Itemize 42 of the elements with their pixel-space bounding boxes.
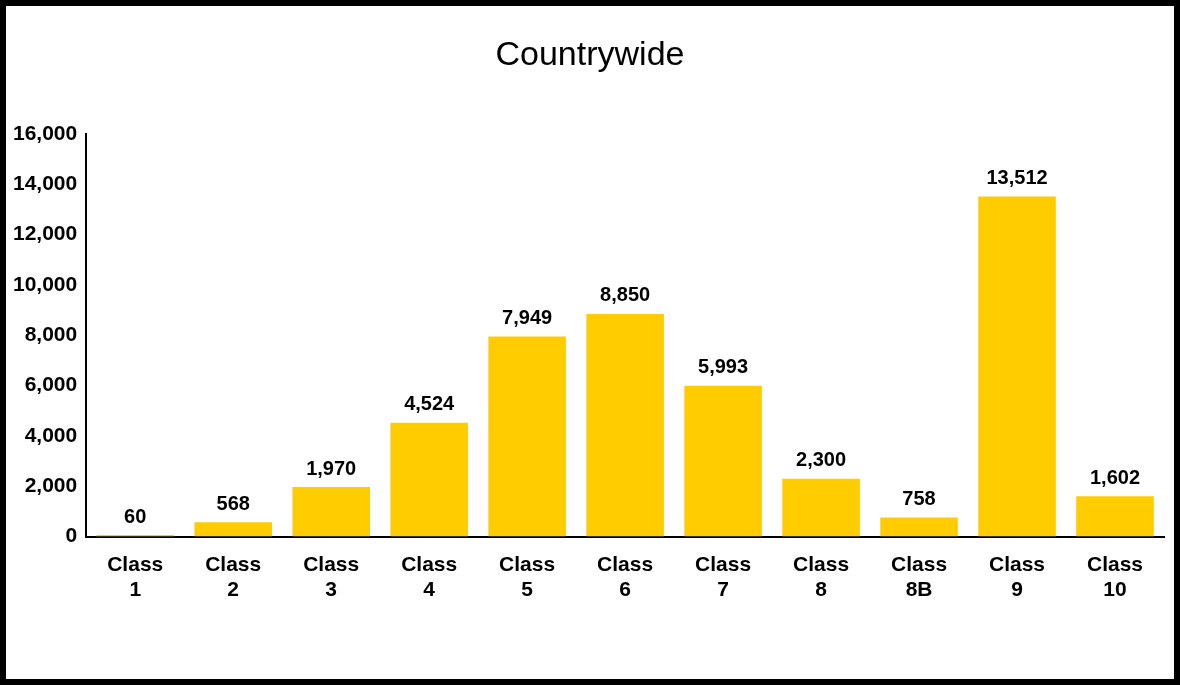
y-tick-label: 2,000 [24,473,78,497]
data-label: 568 [216,491,250,514]
data-label: 13,512 [986,166,1048,189]
data-label: 4,524 [404,392,456,415]
x-tick-label: Class 8B [891,552,948,601]
bar [880,517,958,537]
data-label: 8,850 [600,283,651,306]
bar [782,478,860,537]
x-tick-label: Class 9 [989,552,1046,601]
bar [586,313,664,537]
bar [488,336,566,537]
data-label: 1,602 [1089,465,1141,488]
y-tick-label: 4,000 [24,422,78,446]
x-tick-label: Class 4 [401,552,458,601]
data-label: 5,993 [698,355,749,378]
y-tick-label: 16,000 [13,120,78,144]
data-label: 1,970 [306,456,357,479]
bar [194,522,272,537]
data-label: 60 [124,504,147,527]
x-tick-label: Class 5 [499,552,556,601]
x-tick-label: Class 3 [303,552,360,601]
bar [684,385,762,537]
y-tick-label: 8,000 [24,322,78,346]
data-label: 758 [902,487,936,510]
data-label: 2,300 [796,448,847,471]
x-tick-label: Class 10 [1086,552,1144,601]
bar [390,422,468,537]
x-tick-label: Class 7 [695,552,752,601]
data-label: 7,949 [502,306,553,329]
x-tick-label: Class 6 [597,552,654,601]
y-tick-label: 6,000 [24,372,78,396]
y-tick-label: 10,000 [13,271,78,295]
y-tick-label: 12,000 [13,221,78,245]
x-tick-label: Class 8 [793,552,850,601]
x-tick-label: Class 1 [107,552,164,601]
y-tick-label: 14,000 [13,171,78,195]
y-tick-label: 0 [65,523,78,547]
bar [1076,496,1154,537]
chart-title: Countrywide [494,34,686,73]
bar [978,196,1056,537]
bar [292,487,370,537]
x-tick-label: Class 2 [205,552,262,601]
